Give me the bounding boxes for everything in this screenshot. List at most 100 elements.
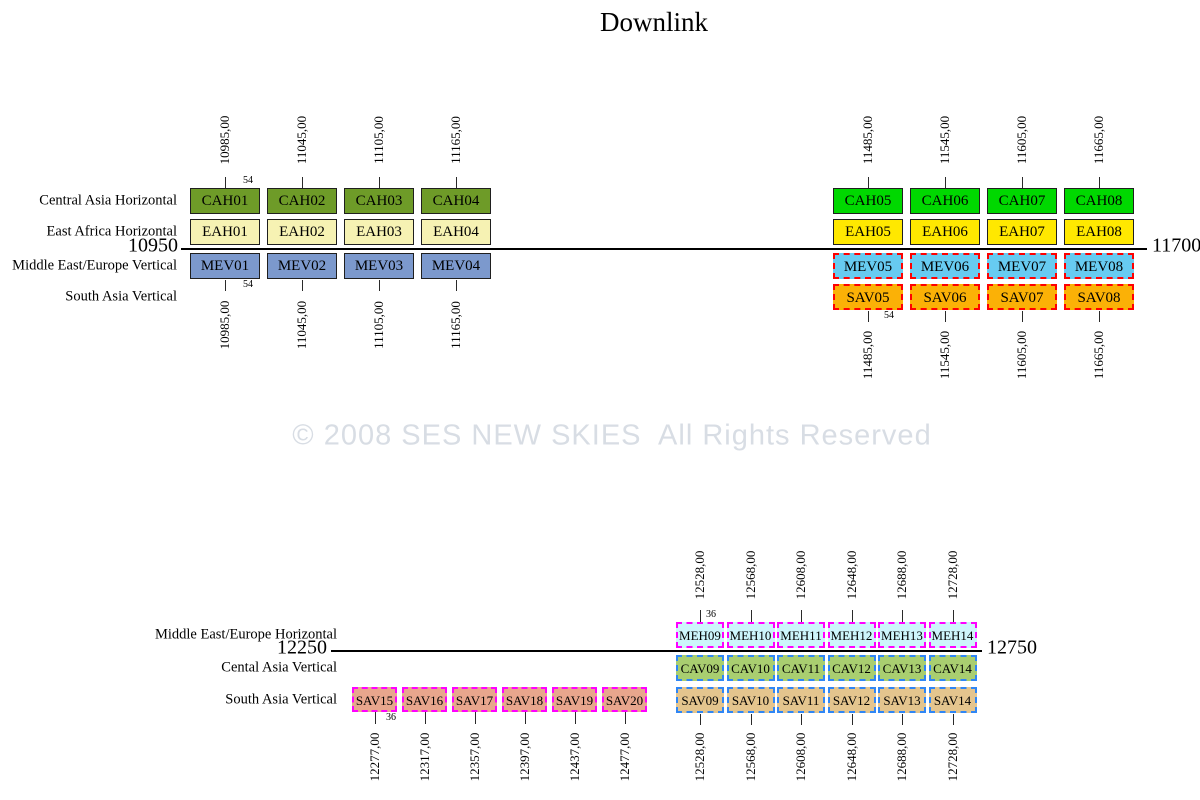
transponder-box-cav10: CAV10 xyxy=(726,655,775,681)
transponder-box-cah05: CAH05 xyxy=(833,188,903,214)
transponder-box-mev07: MEV07 xyxy=(987,253,1057,279)
frequency-tick xyxy=(868,311,869,322)
frequency-tick xyxy=(524,712,526,724)
frequency-label: 12608,00 xyxy=(793,732,808,782)
transponder-box-sav07: SAV07 xyxy=(987,284,1057,310)
transponder-box-sav14: SAV14 xyxy=(928,687,977,713)
transponder-box-cah01: CAH01 xyxy=(190,188,260,214)
frequency-tick xyxy=(945,177,946,188)
frequency-label: 10985,00 xyxy=(217,300,232,350)
transponder-box-sav15: SAV15 xyxy=(352,687,397,712)
frequency-tick xyxy=(801,714,802,725)
frequency-tick xyxy=(374,712,376,724)
frequency-label: 12648,00 xyxy=(843,732,859,782)
frequency-tick xyxy=(902,610,903,622)
axis-start-frequency: 12250 xyxy=(277,636,327,659)
frequency-tick xyxy=(574,712,576,724)
frequency-label: 12688,00 xyxy=(894,732,909,782)
frequency-tick xyxy=(1099,311,1100,322)
frequency-label: 11485,00 xyxy=(860,330,875,380)
transponder-box-meh14: MEH14 xyxy=(928,622,977,648)
transponder-box-sav20: SAV20 xyxy=(602,687,647,712)
row-label-middle-east-europe-horizontal: Middle East/Europe Horizontal xyxy=(154,626,337,643)
frequency-label: 11165,00 xyxy=(448,301,463,349)
frequency-label: 12568,00 xyxy=(742,550,758,600)
bandwidth-marker: 54 xyxy=(884,310,894,321)
frequency-axis-line xyxy=(331,650,982,652)
frequency-label: 12728,00 xyxy=(944,732,960,782)
frequency-label: 12317,00 xyxy=(416,732,432,782)
frequency-label: 12528,00 xyxy=(692,732,707,782)
transponder-box-eah08: EAH08 xyxy=(1064,219,1134,245)
transponder-box-cah04: CAH04 xyxy=(421,188,491,214)
transponder-box-cah07: CAH07 xyxy=(987,188,1057,214)
row-label-south-asia-vertical: South Asia Vertical xyxy=(225,691,337,708)
row-label-cental-asia-vertical: Cental Asia Vertical xyxy=(221,659,337,676)
frequency-label: 11105,00 xyxy=(371,301,386,349)
transponder-box-eah06: EAH06 xyxy=(910,219,980,245)
transponder-box-cah08: CAH08 xyxy=(1064,188,1134,214)
frequency-label: 11545,00 xyxy=(937,330,952,380)
frequency-label: 11665,00 xyxy=(1091,115,1106,165)
row-label-middle-east-europe-vertical: Middle East/Europe Vertical xyxy=(12,257,177,274)
transponder-box-sav05: SAV05 xyxy=(833,284,903,310)
frequency-tick xyxy=(302,177,303,188)
frequency-tick xyxy=(225,280,226,291)
bandwidth-marker: 54 xyxy=(243,175,253,186)
transponder-box-sav17: SAV17 xyxy=(452,687,497,712)
transponder-box-sav19: SAV19 xyxy=(552,687,597,712)
frequency-tick xyxy=(379,280,380,291)
frequency-tick xyxy=(868,177,869,188)
row-label-central-asia-horizontal: Central Asia Horizontal xyxy=(39,192,177,209)
frequency-label: 10985,00 xyxy=(217,115,232,165)
frequency-tick xyxy=(1022,177,1023,188)
transponder-box-sav06: SAV06 xyxy=(910,284,980,310)
frequency-label: 11165,00 xyxy=(448,116,463,164)
transponder-box-sav13: SAV13 xyxy=(878,687,926,713)
transponder-box-cav12: CAV12 xyxy=(827,655,876,681)
frequency-tick xyxy=(379,177,380,188)
frequency-label: 12437,00 xyxy=(566,732,582,782)
frequency-tick xyxy=(952,610,954,622)
frequency-tick xyxy=(302,280,303,291)
transponder-box-meh10: MEH10 xyxy=(726,622,775,648)
transponder-box-eah07: EAH07 xyxy=(987,219,1057,245)
transponder-box-sav16: SAV16 xyxy=(402,687,447,712)
transponder-box-eah05: EAH05 xyxy=(833,219,903,245)
transponder-box-sav18: SAV18 xyxy=(502,687,547,712)
frequency-tick xyxy=(1099,177,1100,188)
frequency-label: 12568,00 xyxy=(742,732,758,782)
bandwidth-marker: 36 xyxy=(386,712,396,723)
axis-end-frequency: 11700 xyxy=(1152,234,1200,257)
frequency-label: 12608,00 xyxy=(793,550,808,600)
transponder-box-eah02: EAH02 xyxy=(267,219,337,245)
frequency-label: 12688,00 xyxy=(894,550,909,600)
row-label-east-africa-horizontal: East Africa Horizontal xyxy=(46,223,177,240)
transponder-box-sav11: SAV11 xyxy=(777,687,825,713)
frequency-label: 12648,00 xyxy=(843,550,859,600)
transponder-box-cah06: CAH06 xyxy=(910,188,980,214)
frequency-tick xyxy=(1022,311,1023,322)
frequency-label: 11665,00 xyxy=(1091,330,1106,380)
frequency-tick xyxy=(851,610,853,622)
transponder-box-cav14: CAV14 xyxy=(928,655,977,681)
transponder-box-mev05: MEV05 xyxy=(833,253,903,279)
transponder-box-meh11: MEH11 xyxy=(777,622,825,648)
transponder-box-meh12: MEH12 xyxy=(827,622,876,648)
frequency-tick xyxy=(700,714,701,725)
frequency-label: 12397,00 xyxy=(516,732,532,782)
transponder-box-cah02: CAH02 xyxy=(267,188,337,214)
transponder-box-meh09: MEH09 xyxy=(676,622,724,648)
frequency-label: 11545,00 xyxy=(937,115,952,165)
frequency-tick xyxy=(945,311,946,322)
transponder-box-sav09: SAV09 xyxy=(676,687,724,713)
transponder-box-sav12: SAV12 xyxy=(827,687,876,713)
bandwidth-marker: 36 xyxy=(706,609,716,620)
transponder-box-meh13: MEH13 xyxy=(878,622,926,648)
transponder-box-cah03: CAH03 xyxy=(344,188,414,214)
frequency-label: 11045,00 xyxy=(294,300,309,350)
transponder-box-sav10: SAV10 xyxy=(726,687,775,713)
transponder-box-mev01: MEV01 xyxy=(190,253,260,279)
frequency-tick xyxy=(902,714,903,725)
